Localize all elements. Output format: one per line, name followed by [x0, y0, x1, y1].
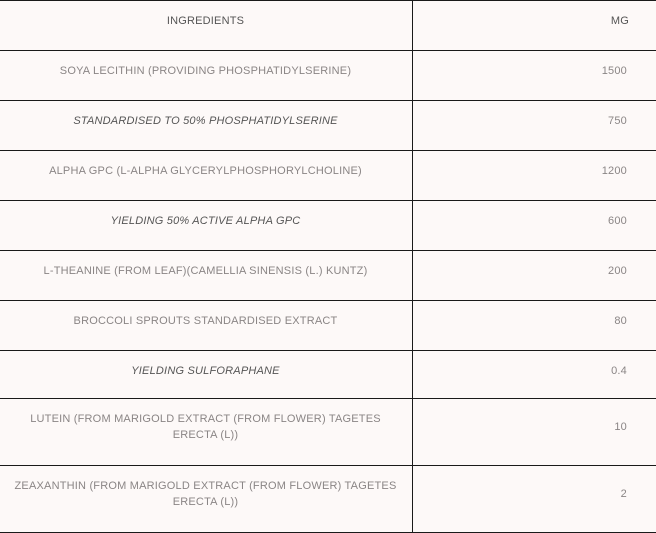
ingredient-mg: 2	[413, 466, 656, 533]
ingredient-mg: 1500	[413, 51, 656, 101]
ingredient-mg: 200	[413, 251, 656, 301]
table-row: L-THEANINE (FROM LEAF)(CAMELLIA SINENSIS…	[0, 251, 656, 301]
ingredient-name: L-THEANINE (FROM LEAF)(CAMELLIA SINENSIS…	[0, 251, 413, 301]
table-row: ZEAXANTHIN (FROM MARIGOLD EXTRACT (FROM …	[0, 466, 656, 533]
table-row: ALPHA GPC (L-ALPHA GLYCERYLPHOSPHORYLCHO…	[0, 151, 656, 201]
ingredient-name: STANDARDISED TO 50% PHOSPHATIDYLSERINE	[0, 101, 413, 151]
table-row: SOYA LECITHIN (PROVIDING PHOSPHATIDYLSER…	[0, 51, 656, 101]
header-row: INGREDIENTS MG	[0, 1, 656, 51]
ingredient-mg: 80	[413, 301, 656, 351]
ingredient-name: BROCCOLI SPROUTS STANDARDISED EXTRACT	[0, 301, 413, 351]
ingredients-header: INGREDIENTS	[0, 1, 413, 51]
ingredient-mg: 1200	[413, 151, 656, 201]
ingredient-name: ALPHA GPC (L-ALPHA GLYCERYLPHOSPHORYLCHO…	[0, 151, 413, 201]
ingredient-name: SOYA LECITHIN (PROVIDING PHOSPHATIDYLSER…	[0, 51, 413, 101]
mg-header: MG	[413, 1, 656, 51]
ingredient-mg: 0.4	[413, 351, 656, 399]
ingredient-name: YIELDING SULFORAPHANE	[0, 351, 413, 399]
ingredient-name: YIELDING 50% ACTIVE ALPHA GPC	[0, 201, 413, 251]
ingredient-mg: 600	[413, 201, 656, 251]
ingredient-name: ZEAXANTHIN (FROM MARIGOLD EXTRACT (FROM …	[0, 466, 413, 533]
ingredient-mg: 750	[413, 101, 656, 151]
ingredient-name: LUTEIN (FROM MARIGOLD EXTRACT (FROM FLOW…	[0, 399, 413, 466]
table-row: LUTEIN (FROM MARIGOLD EXTRACT (FROM FLOW…	[0, 399, 656, 466]
ingredient-mg: 10	[413, 399, 656, 466]
